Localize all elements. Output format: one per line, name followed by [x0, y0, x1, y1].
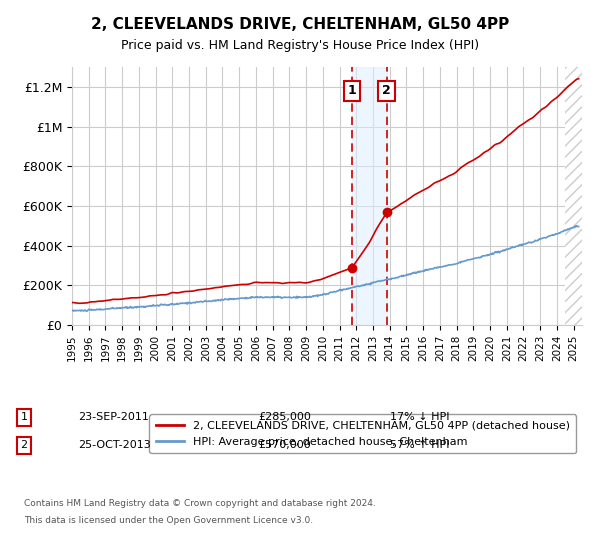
Text: 17% ↓ HPI: 17% ↓ HPI	[390, 412, 449, 422]
Text: This data is licensed under the Open Government Licence v3.0.: This data is licensed under the Open Gov…	[24, 516, 313, 525]
Text: 23-SEP-2011: 23-SEP-2011	[78, 412, 149, 422]
Text: 25-OCT-2013: 25-OCT-2013	[78, 440, 151, 450]
Text: Contains HM Land Registry data © Crown copyright and database right 2024.: Contains HM Land Registry data © Crown c…	[24, 500, 376, 508]
Text: £285,000: £285,000	[258, 412, 311, 422]
Bar	[352, 67, 386, 325]
Text: 1: 1	[20, 412, 28, 422]
Text: 2: 2	[20, 440, 28, 450]
Text: £570,000: £570,000	[258, 440, 311, 450]
Text: 1: 1	[347, 85, 356, 97]
Text: Price paid vs. HM Land Registry's House Price Index (HPI): Price paid vs. HM Land Registry's House …	[121, 39, 479, 52]
Legend: 2, CLEEVELANDS DRIVE, CHELTENHAM, GL50 4PP (detached house), HPI: Average price,: 2, CLEEVELANDS DRIVE, CHELTENHAM, GL50 4…	[149, 414, 577, 453]
Text: 2, CLEEVELANDS DRIVE, CHELTENHAM, GL50 4PP: 2, CLEEVELANDS DRIVE, CHELTENHAM, GL50 4…	[91, 17, 509, 32]
Text: 57% ↑ HPI: 57% ↑ HPI	[390, 440, 449, 450]
Text: 2: 2	[382, 85, 391, 97]
